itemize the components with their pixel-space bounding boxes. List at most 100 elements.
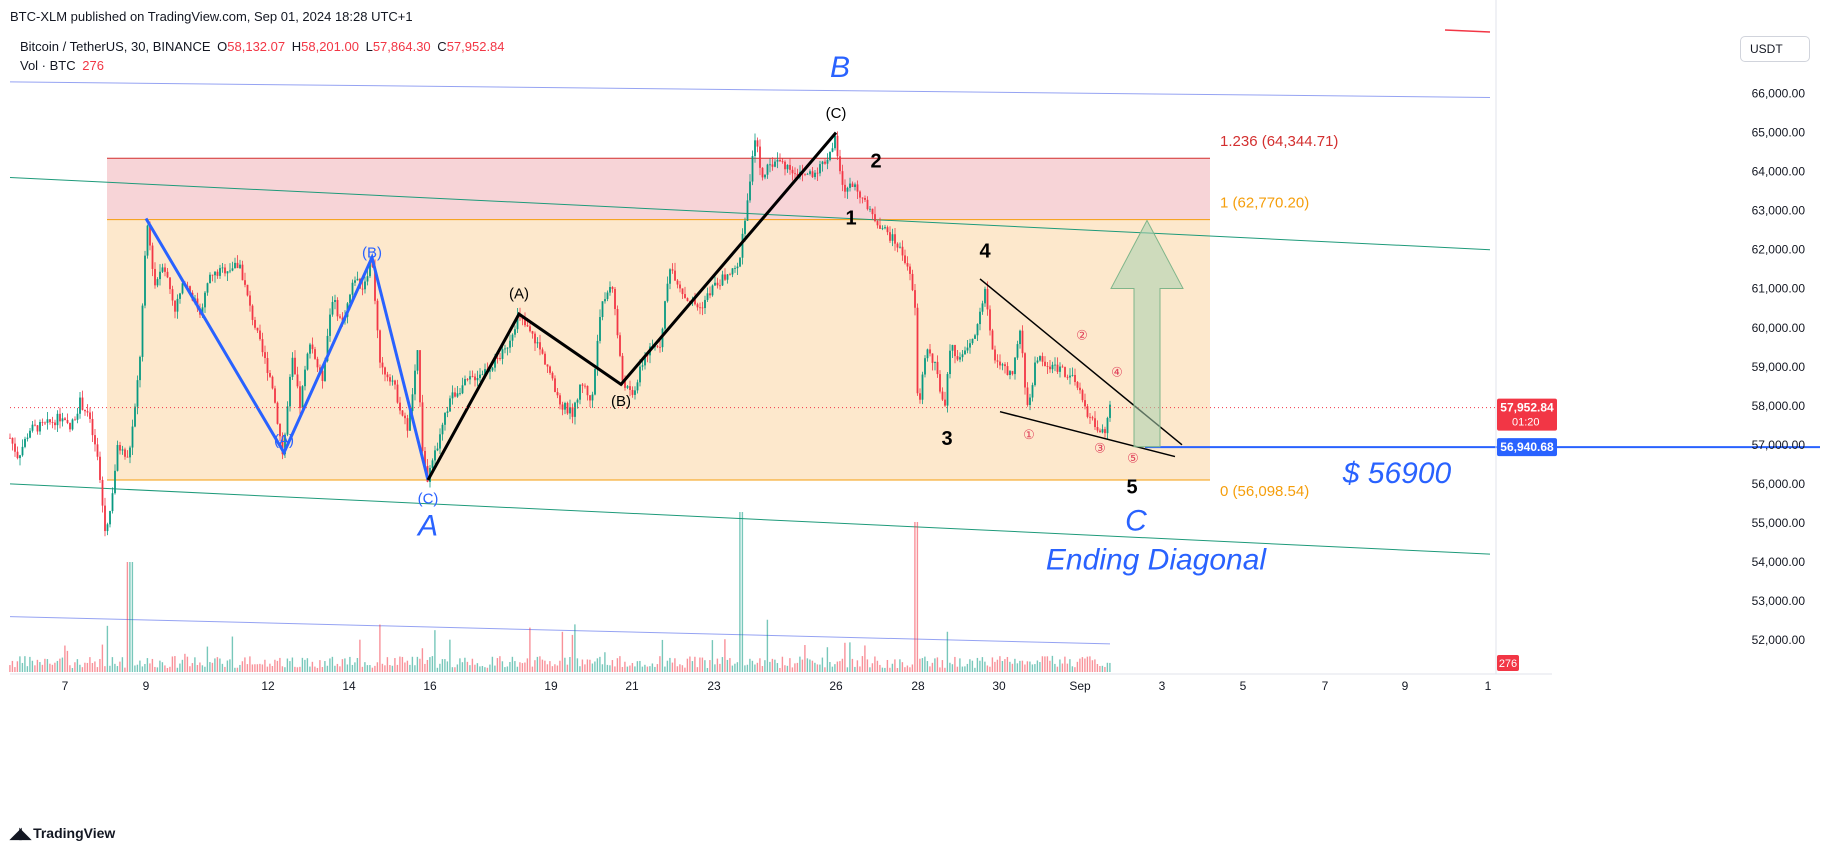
volume-value: 276 — [82, 58, 104, 73]
volume-bar — [719, 663, 721, 672]
volume-bar — [211, 662, 214, 672]
candle-body — [331, 301, 334, 315]
candle-body — [969, 343, 971, 348]
volume-bar — [1074, 667, 1076, 672]
candle-body — [81, 397, 84, 410]
y-tick-label: 57,000.00 — [1752, 438, 1806, 452]
volume-bar — [429, 657, 431, 672]
volume-bar — [121, 657, 124, 672]
candle-body — [976, 324, 979, 336]
volume-bar — [881, 667, 884, 672]
candle-body — [466, 379, 469, 380]
y-tick-label: 61,000.00 — [1752, 282, 1806, 296]
candle-body — [1036, 360, 1039, 363]
candle-body — [441, 424, 444, 435]
candle-body — [656, 346, 659, 348]
volume-bar — [814, 662, 816, 672]
candle-body — [921, 374, 924, 400]
volume-bar — [986, 665, 989, 672]
volume-bar — [674, 658, 676, 672]
volume-bar — [249, 656, 251, 672]
volume-bar — [251, 664, 254, 672]
volume-bar — [946, 631, 949, 672]
volume-bar — [671, 662, 674, 672]
candle-body — [939, 374, 941, 392]
y-tick-label: 56,000.00 — [1752, 477, 1806, 491]
volume-bar — [341, 659, 344, 672]
fibonacci-zones: 1.236 (64,344.71) 1 (62,770.20) 0 (56,098.… — [107, 133, 1338, 500]
candle-body — [449, 398, 451, 412]
candle-body — [324, 361, 326, 381]
x-tick-label: 1 — [1485, 679, 1492, 693]
wave-label: 4 — [979, 241, 991, 263]
volume-bar — [801, 659, 804, 672]
volume-bar — [374, 665, 376, 672]
volume-bar — [741, 512, 744, 672]
candle-body — [351, 282, 354, 295]
candle-body — [786, 164, 789, 170]
volume-bar — [511, 656, 514, 672]
volume-bar — [236, 667, 239, 672]
candle-body — [1024, 353, 1026, 388]
candle-body — [839, 156, 841, 172]
volume-legend[interactable]: Vol · BTC 276 — [20, 58, 107, 73]
candle-body — [826, 159, 829, 164]
candle-body — [181, 283, 184, 294]
volume-bar — [1084, 658, 1086, 672]
volume-bar — [724, 639, 726, 672]
volume-bar — [796, 662, 799, 672]
volume-bar — [971, 660, 974, 672]
candle-body — [1021, 330, 1024, 354]
symbol-legend[interactable]: Bitcoin / TetherUS, 30, BINANCE O58,132.… — [20, 39, 508, 54]
volume-bar — [1004, 659, 1006, 672]
candle-body — [226, 271, 229, 274]
candle-body — [436, 448, 439, 451]
volume-bar — [126, 562, 129, 672]
candle-body — [51, 422, 54, 423]
volume-bar — [819, 664, 821, 672]
candle-body — [161, 267, 164, 272]
candle-body — [166, 271, 169, 278]
volume-bar — [726, 659, 729, 672]
candle-body — [74, 419, 76, 421]
candle-body — [761, 167, 764, 178]
volume-bar — [1079, 658, 1081, 672]
candle-body — [759, 146, 761, 168]
candle-body — [844, 184, 846, 192]
candle-body — [29, 430, 31, 438]
volume-bar — [351, 664, 354, 672]
candle-body — [624, 380, 626, 388]
volume-bar — [939, 667, 941, 672]
volume-bar — [179, 663, 181, 672]
candle-body — [381, 362, 384, 368]
volume-bar — [666, 660, 669, 672]
candle-body — [544, 353, 546, 365]
wave-label: (A) — [274, 432, 294, 449]
volume-bar — [616, 658, 619, 672]
candle-body — [111, 493, 114, 512]
candle-body — [256, 327, 259, 331]
candle-body — [391, 380, 394, 382]
candle-body — [1109, 404, 1111, 418]
volume-bar — [81, 667, 84, 672]
volume-bar — [731, 665, 734, 672]
candle-body — [109, 511, 111, 525]
volume-bar — [964, 666, 966, 672]
y-tick-label: 55,000.00 — [1752, 516, 1806, 530]
volume-bar — [1106, 662, 1109, 672]
candle-body — [99, 456, 101, 480]
candle-body — [204, 292, 206, 308]
candle-body — [639, 366, 641, 383]
volume-bar — [544, 660, 546, 672]
candle-body — [984, 288, 986, 304]
volume-bar — [681, 665, 684, 672]
volume-bar — [336, 663, 339, 672]
volume-bar — [1091, 660, 1094, 672]
tradingview-logo-text: TradingView — [33, 825, 116, 841]
volume-bar — [259, 663, 261, 672]
volume-bar — [709, 660, 711, 672]
candle-body — [604, 299, 606, 302]
currency-button[interactable]: USDT — [1740, 36, 1810, 62]
candle-body — [729, 274, 731, 276]
